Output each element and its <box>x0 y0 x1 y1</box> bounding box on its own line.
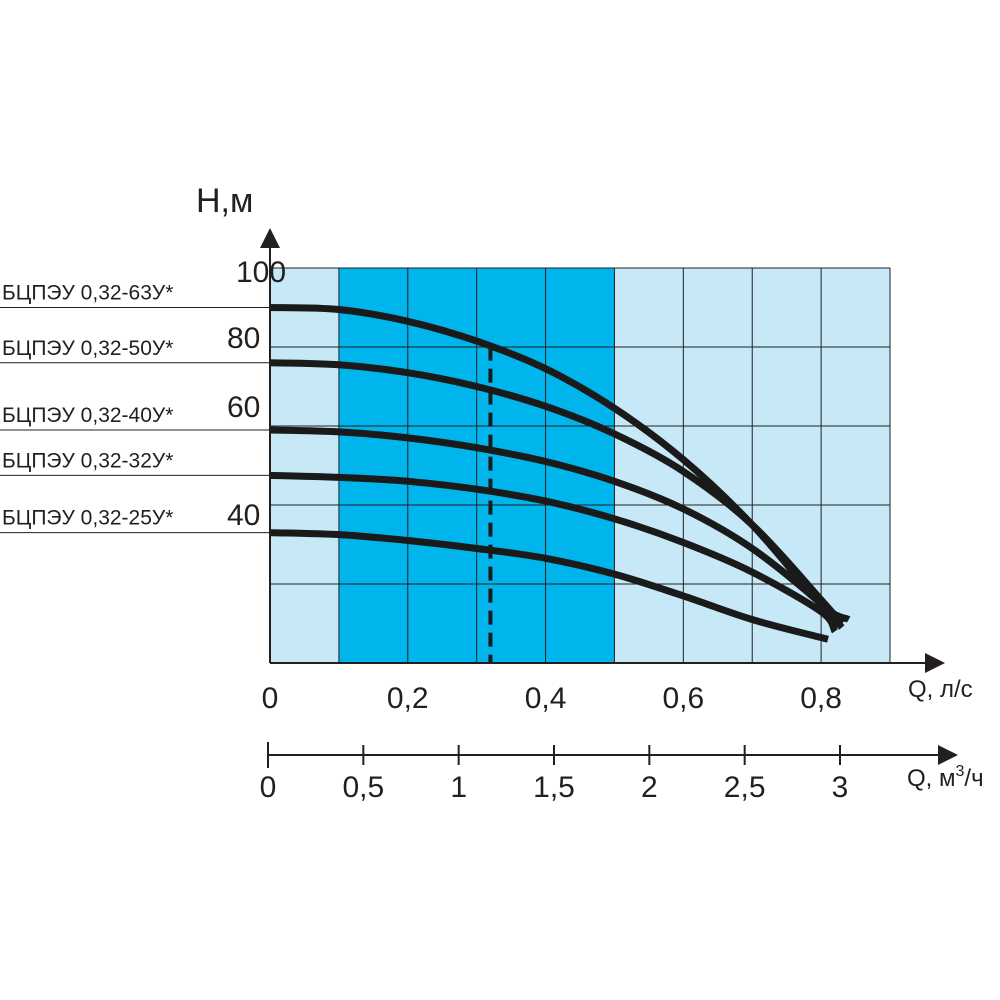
series-curve <box>269 529 829 643</box>
x2-tick-label: 1,5 <box>533 771 575 804</box>
x2-tick-label: 0,5 <box>342 771 384 804</box>
x2-tick-label: 1 <box>450 771 467 804</box>
series-curve <box>269 471 839 634</box>
x-axis-title: Q, л/с <box>908 676 973 703</box>
y-tick-label: 80 <box>227 322 260 355</box>
series-label: БЦПЭУ 0,32-25У* <box>2 507 173 530</box>
y-tick-label: 100 <box>236 256 286 289</box>
x-tick-label: 0,4 <box>525 682 567 715</box>
x2-axis-title: Q, м3/ч <box>907 763 984 792</box>
series-curve <box>269 359 845 626</box>
x-tick-label: 0 <box>262 682 279 715</box>
y-axis-title: Н,м <box>196 182 253 220</box>
series-label: БЦПЭУ 0,32-63У* <box>2 282 173 305</box>
y-tick-label: 60 <box>227 391 260 424</box>
x2-axis-title-main: Q, м <box>907 765 956 792</box>
series-label: БЦПЭУ 0,32-32У* <box>2 449 173 472</box>
x2-tick-label: 0 <box>260 771 277 804</box>
x-tick-label: 0,8 <box>800 682 842 715</box>
x2-tick-label: 2 <box>641 771 658 804</box>
series-curve <box>269 426 845 630</box>
x-tick-label: 0,2 <box>387 682 429 715</box>
x2-axis-title-superscript: 3 <box>956 763 965 780</box>
y-tick-label: 40 <box>227 499 260 532</box>
x2-tick-label: 2,5 <box>724 771 766 804</box>
series-label: БЦПЭУ 0,32-50У* <box>2 337 173 360</box>
x2-tick-label: 3 <box>832 771 849 804</box>
series-label: БЦПЭУ 0,32-40У* <box>2 404 173 427</box>
x2-axis-title-tail: /ч <box>964 765 983 792</box>
x-tick-label: 0,6 <box>662 682 704 715</box>
